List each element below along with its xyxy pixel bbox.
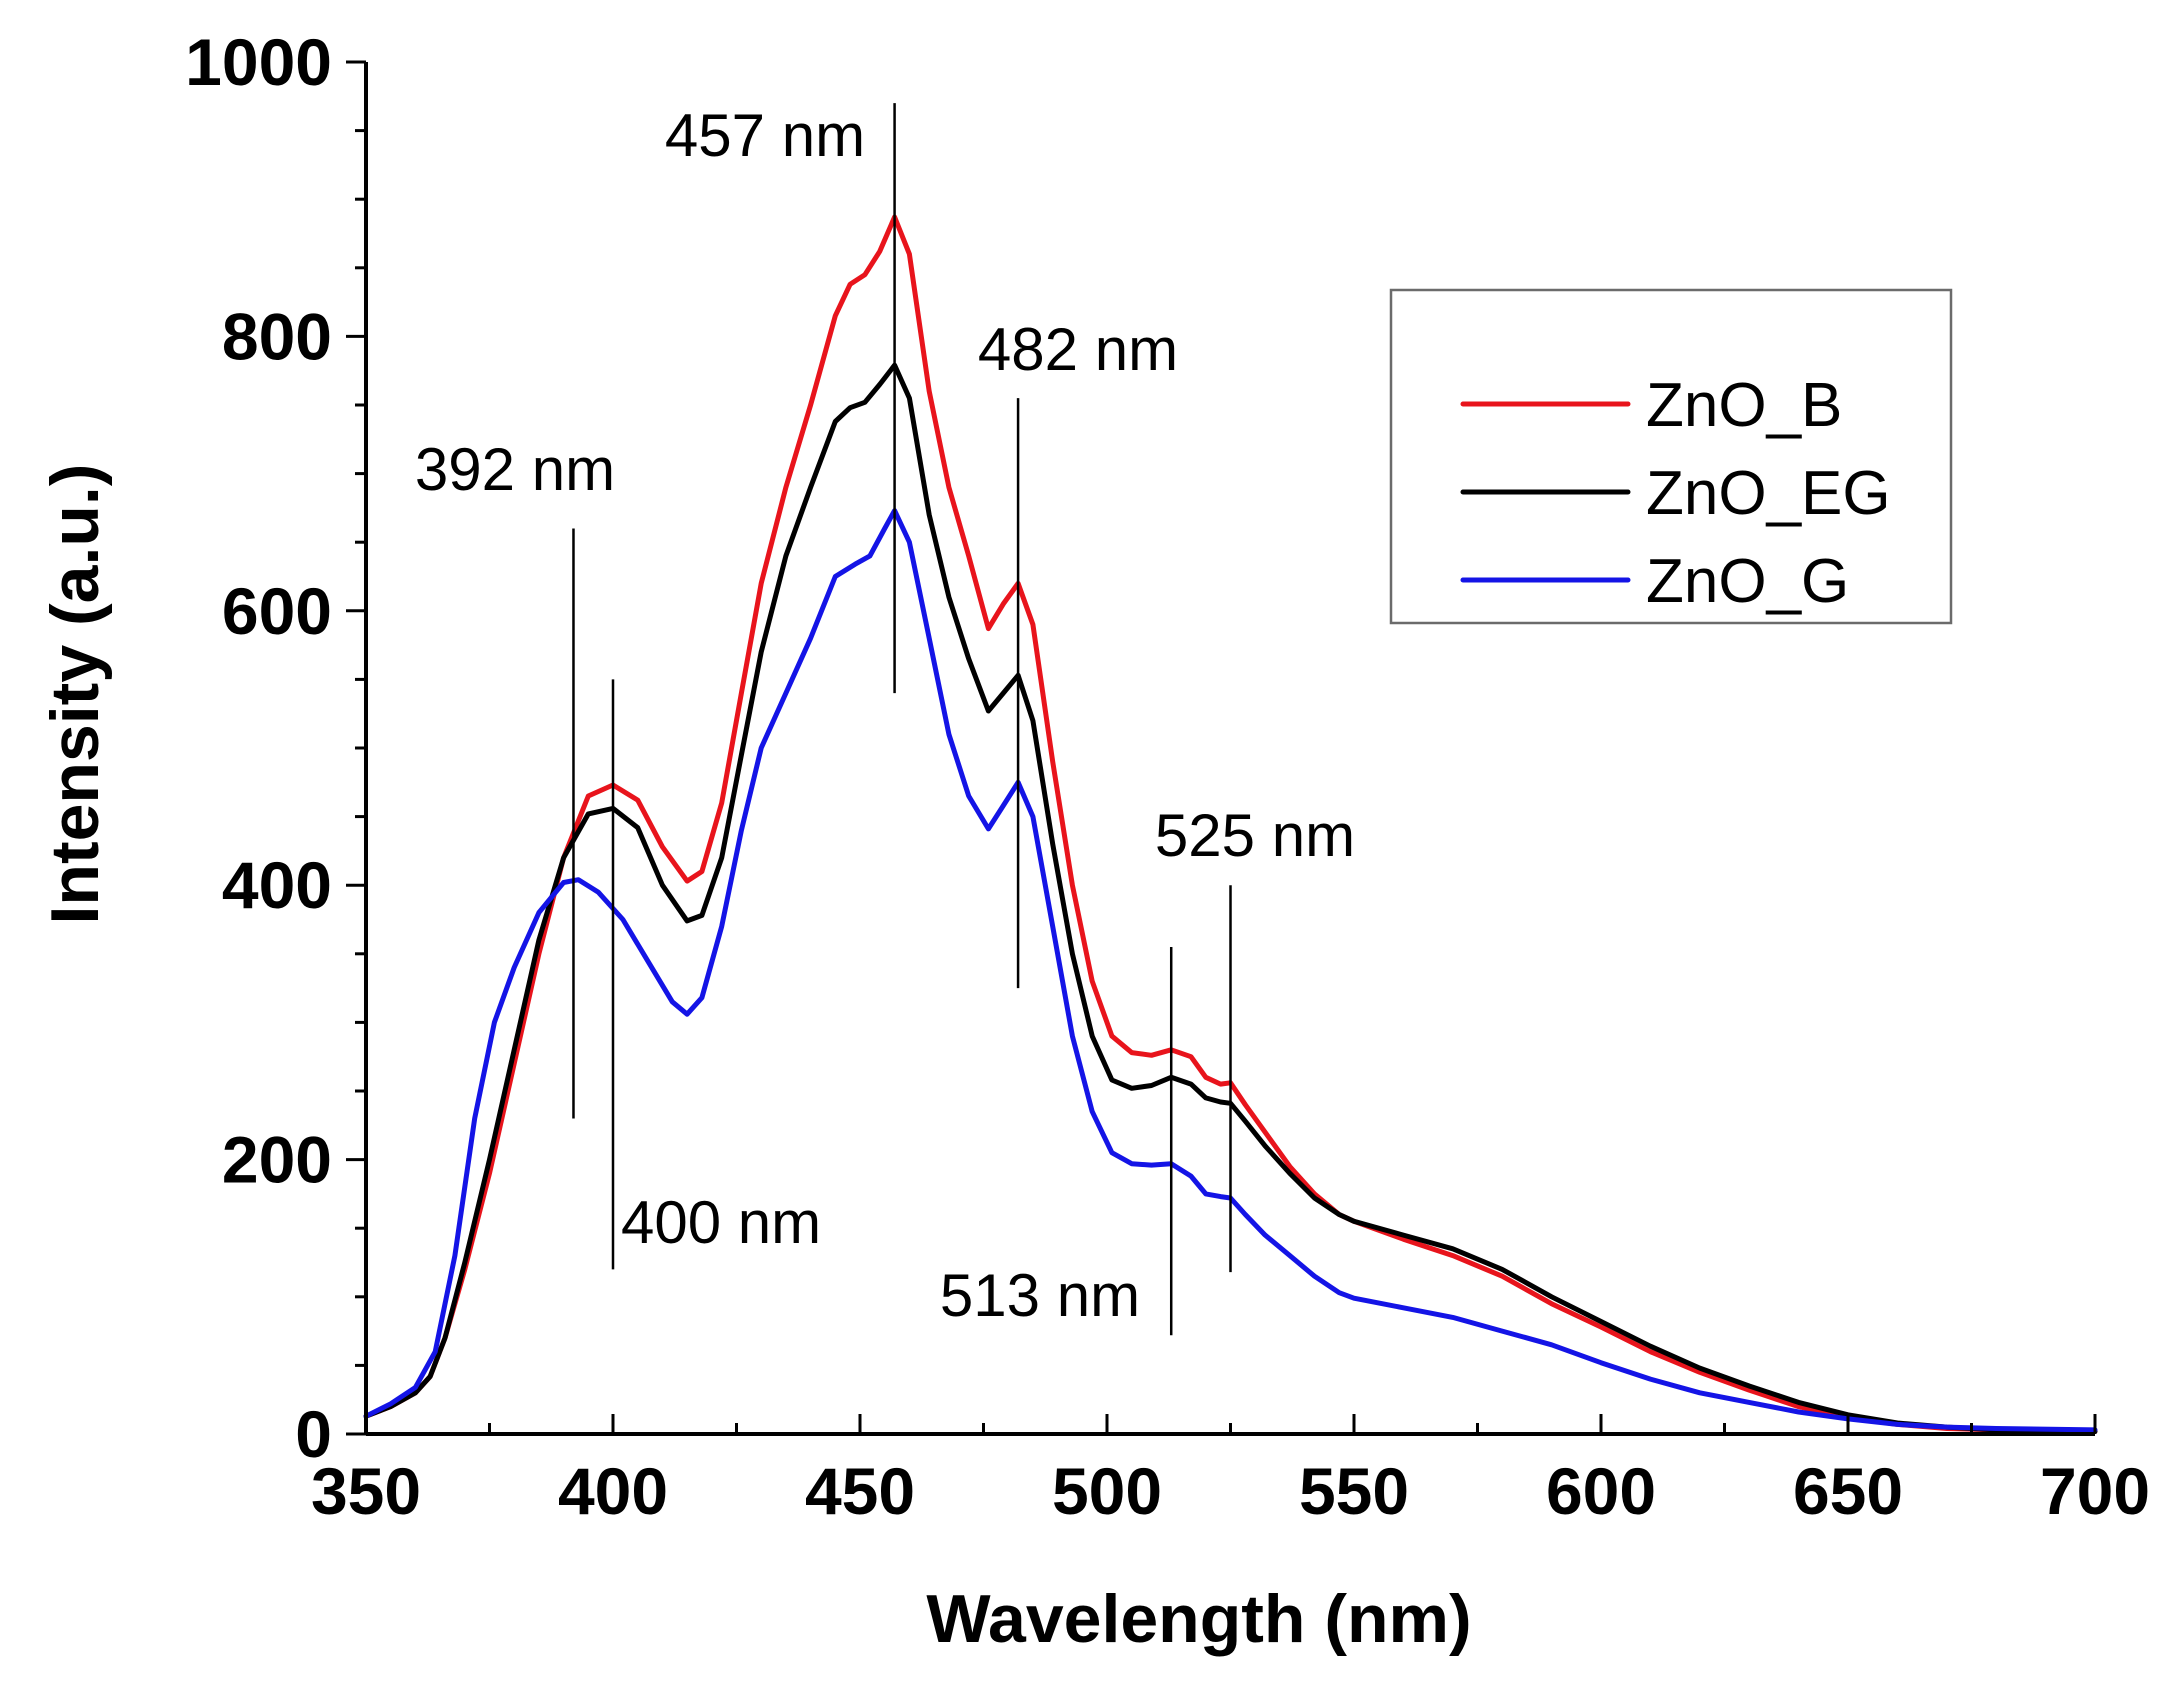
legend-label: ZnO_B bbox=[1646, 371, 1842, 440]
x-tick-label: 400 bbox=[558, 1454, 668, 1528]
annotation-label: 392 nm bbox=[415, 436, 615, 503]
y-tick-label: 200 bbox=[222, 1123, 332, 1197]
tick-layer: 350 400 450 500 550 600 650 700 0 200 400 600 800 100… bbox=[185, 25, 2150, 1528]
x-tick-label: 350 bbox=[311, 1454, 421, 1528]
legend-items: ZnO_B ZnO_EG ZnO_G bbox=[1460, 371, 1891, 616]
y-tick-label: 1000 bbox=[185, 25, 332, 99]
series-line-zno-g bbox=[363, 508, 2098, 1433]
annotation-label: 482 nm bbox=[978, 316, 1178, 383]
annotation-label: 457 nm bbox=[665, 102, 865, 169]
y-tick-label: 0 bbox=[295, 1397, 332, 1471]
annotation-label: 400 nm bbox=[621, 1189, 821, 1256]
legend-label: ZnO_G bbox=[1646, 547, 1849, 616]
annotation-label: 525 nm bbox=[1155, 802, 1355, 869]
annotation-layer: 392 nm 400 nm 457 nm 482 nm 513 nm 525 nm bbox=[415, 102, 1355, 1336]
legend: ZnO_B ZnO_EG ZnO_G bbox=[1389, 288, 1953, 625]
x-tick-label: 500 bbox=[1052, 1454, 1162, 1528]
x-tick-label: 700 bbox=[2040, 1454, 2150, 1528]
x-tick-label: 650 bbox=[1793, 1454, 1903, 1528]
legend-label: ZnO_EG bbox=[1646, 459, 1891, 528]
x-tick-label: 550 bbox=[1299, 1454, 1409, 1528]
y-tick-label: 400 bbox=[222, 848, 332, 922]
x-tick-label: 450 bbox=[805, 1454, 915, 1528]
y-tick-label: 600 bbox=[222, 574, 332, 648]
x-axis-title: Wavelength (nm) bbox=[926, 1581, 1471, 1657]
annotation-label: 513 nm bbox=[940, 1262, 1140, 1329]
legend-box bbox=[1389, 288, 1953, 625]
y-tick-label: 800 bbox=[222, 299, 332, 373]
y-axis-title: Intensity (a.u.) bbox=[37, 464, 113, 925]
x-tick-label: 600 bbox=[1546, 1454, 1656, 1528]
